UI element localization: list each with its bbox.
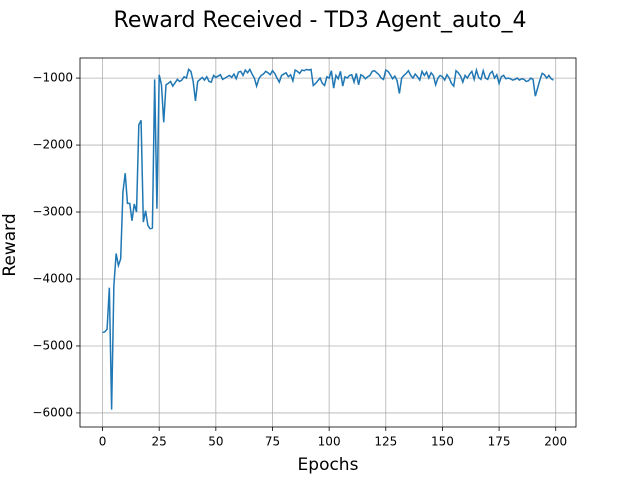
x-tick-label: 175: [488, 435, 511, 449]
x-tick-label: 75: [265, 435, 280, 449]
x-tick-label: 150: [431, 435, 454, 449]
y-tick-label: −4000: [32, 271, 73, 285]
y-tick-label: −6000: [32, 405, 73, 419]
y-tick-label: −2000: [32, 138, 73, 152]
x-tick-label: 25: [152, 435, 167, 449]
y-tick-label: −3000: [32, 205, 73, 219]
y-tick-label: −5000: [32, 338, 73, 352]
x-tick-label: 0: [99, 435, 107, 449]
plot-frame: [79, 57, 577, 428]
x-tick-label: 125: [374, 435, 397, 449]
data-line: [102, 67, 554, 410]
x-tick-label: 200: [544, 435, 567, 449]
y-tick-label: −1000: [32, 71, 73, 85]
x-axis-label: Epochs: [298, 455, 359, 475]
x-tick-label: 100: [318, 435, 341, 449]
x-tick-label: 50: [208, 435, 223, 449]
chart-title: Reward Received - TD3 Agent_auto_4: [114, 8, 527, 33]
y-axis-label: Reward: [0, 213, 20, 276]
